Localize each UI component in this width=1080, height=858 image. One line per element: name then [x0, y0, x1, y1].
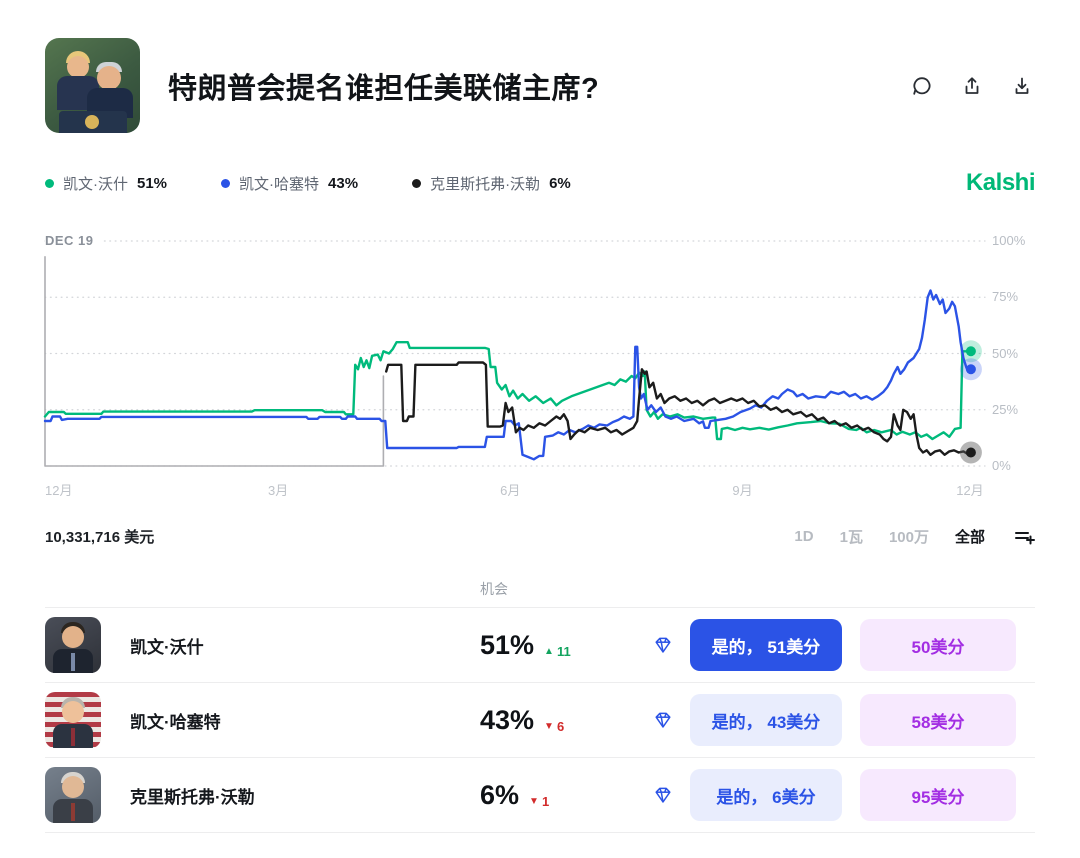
legend-dot-black	[412, 178, 422, 188]
table-row: 克里斯托弗·沃勒 6% ▼ 1 是的， 6美分 95美分	[45, 757, 1035, 832]
legend-dot-blue	[221, 178, 231, 188]
watchlist-add-button[interactable]	[1013, 527, 1035, 547]
stats-row: 10,331,716 美元 1D 1瓦 100万 全部	[45, 526, 1035, 547]
chart-legend: 凯文·沃什 51% 凯文·哈塞特 43% 克里斯托弗·沃勒 6% Kalshi	[45, 169, 1036, 197]
market-image	[45, 38, 140, 133]
chart-date-annotation: DEC 19	[45, 232, 102, 250]
gem-cell	[635, 635, 690, 655]
probability-cell: 51% ▲ 11	[445, 630, 635, 661]
share-icon	[965, 76, 979, 94]
x-axis-labels: 12月 3月 6月 9月 12月	[45, 483, 984, 498]
outcomes-table: 机会 凯文·沃什 51% ▲ 11 是的， 51美分 50美分 凯文·哈塞特 43…	[45, 573, 1035, 833]
range-option-1d[interactable]: 1D	[794, 528, 814, 545]
legend-dot-green	[45, 178, 54, 188]
probability-value: 6%	[480, 779, 520, 810]
diamond-icon[interactable]	[653, 635, 673, 655]
arrow-up-icon: ▲	[544, 645, 554, 657]
change-indicator: ▼ 6	[544, 718, 565, 734]
buy-yes-button[interactable]: 是的， 6美分	[690, 769, 842, 821]
range-option-1w[interactable]: 1瓦	[840, 526, 863, 547]
header-actions	[909, 73, 1035, 99]
chance-column-header: 机会	[480, 581, 508, 597]
legend-name: 凯文·沃什	[63, 175, 128, 193]
buy-no-button[interactable]: 50美分	[860, 619, 1016, 671]
comment-button[interactable]	[909, 73, 935, 99]
legend-item-hassett[interactable]: 凯文·哈塞特 43%	[221, 173, 358, 194]
gem-cell	[635, 710, 690, 730]
avatar-waller	[45, 767, 101, 823]
buy-no-button[interactable]: 58美分	[860, 694, 1016, 746]
legend-name: 克里斯托弗·沃勒	[430, 175, 541, 193]
buy-no-button[interactable]: 95美分	[860, 769, 1016, 821]
probability-cell: 43% ▼ 6	[445, 705, 635, 736]
buy-yes-button[interactable]: 是的， 51美分	[690, 619, 842, 671]
chart-svg	[43, 240, 986, 467]
diamond-icon[interactable]	[653, 710, 673, 730]
legend-value: 6%	[549, 174, 571, 192]
legend-name: 凯文·哈塞特	[239, 175, 320, 193]
legend-item-warsh[interactable]: 凯文·沃什 51%	[45, 173, 167, 194]
comment-icon	[913, 76, 931, 95]
table-header: 机会	[45, 573, 1035, 607]
download-button[interactable]	[1009, 73, 1035, 99]
header: 特朗普会提名谁担任美联储主席?	[45, 38, 1035, 133]
price-chart[interactable]: DEC 19 100% 75% 50% 25% 0% 12月 3月 6月 9月 12月	[43, 232, 1035, 504]
range-option-all[interactable]: 全部	[955, 526, 985, 547]
diamond-icon[interactable]	[653, 785, 673, 805]
range-option-1m[interactable]: 100万	[889, 526, 929, 547]
arrow-down-icon: ▼	[529, 795, 539, 807]
table-row: 凯文·哈塞特 43% ▼ 6 是的， 43美分 58美分	[45, 682, 1035, 757]
buy-yes-button[interactable]: 是的， 43美分	[690, 694, 842, 746]
outcome-name: 凯文·沃什	[130, 637, 204, 657]
share-button[interactable]	[959, 73, 985, 99]
legend-value: 51%	[137, 174, 168, 192]
avatar-warsh	[45, 617, 101, 673]
outcome-name: 凯文·哈塞特	[130, 712, 221, 732]
list-plus-icon	[1015, 531, 1035, 544]
outcome-name: 克里斯托弗·沃勒	[130, 787, 255, 807]
gem-cell	[635, 785, 690, 805]
probability-value: 51%	[480, 629, 535, 660]
download-icon	[1015, 77, 1029, 94]
range-selector: 1D 1瓦 100万 全部	[794, 526, 1035, 547]
table-row: 凯文·沃什 51% ▲ 11 是的， 51美分 50美分	[45, 607, 1035, 682]
probability-value: 43%	[480, 704, 535, 735]
change-indicator: ▼ 1	[529, 793, 550, 809]
arrow-down-icon: ▼	[544, 720, 554, 732]
legend-value: 43%	[328, 174, 359, 192]
chart-plot-area[interactable]: DEC 19 100% 75% 50% 25% 0%	[43, 232, 1026, 473]
table-bottom-border	[45, 832, 1035, 833]
kalshi-logo: Kalshi	[965, 169, 1036, 196]
probability-cell: 6% ▼ 1	[445, 780, 635, 811]
legend-item-waller[interactable]: 克里斯托弗·沃勒 6%	[412, 173, 571, 194]
page-title: 特朗普会提名谁担任美联储主席?	[168, 72, 600, 105]
volume-label: 10,331,716 美元	[45, 529, 155, 546]
change-indicator: ▲ 11	[544, 643, 571, 659]
avatar-hassett	[45, 692, 101, 748]
